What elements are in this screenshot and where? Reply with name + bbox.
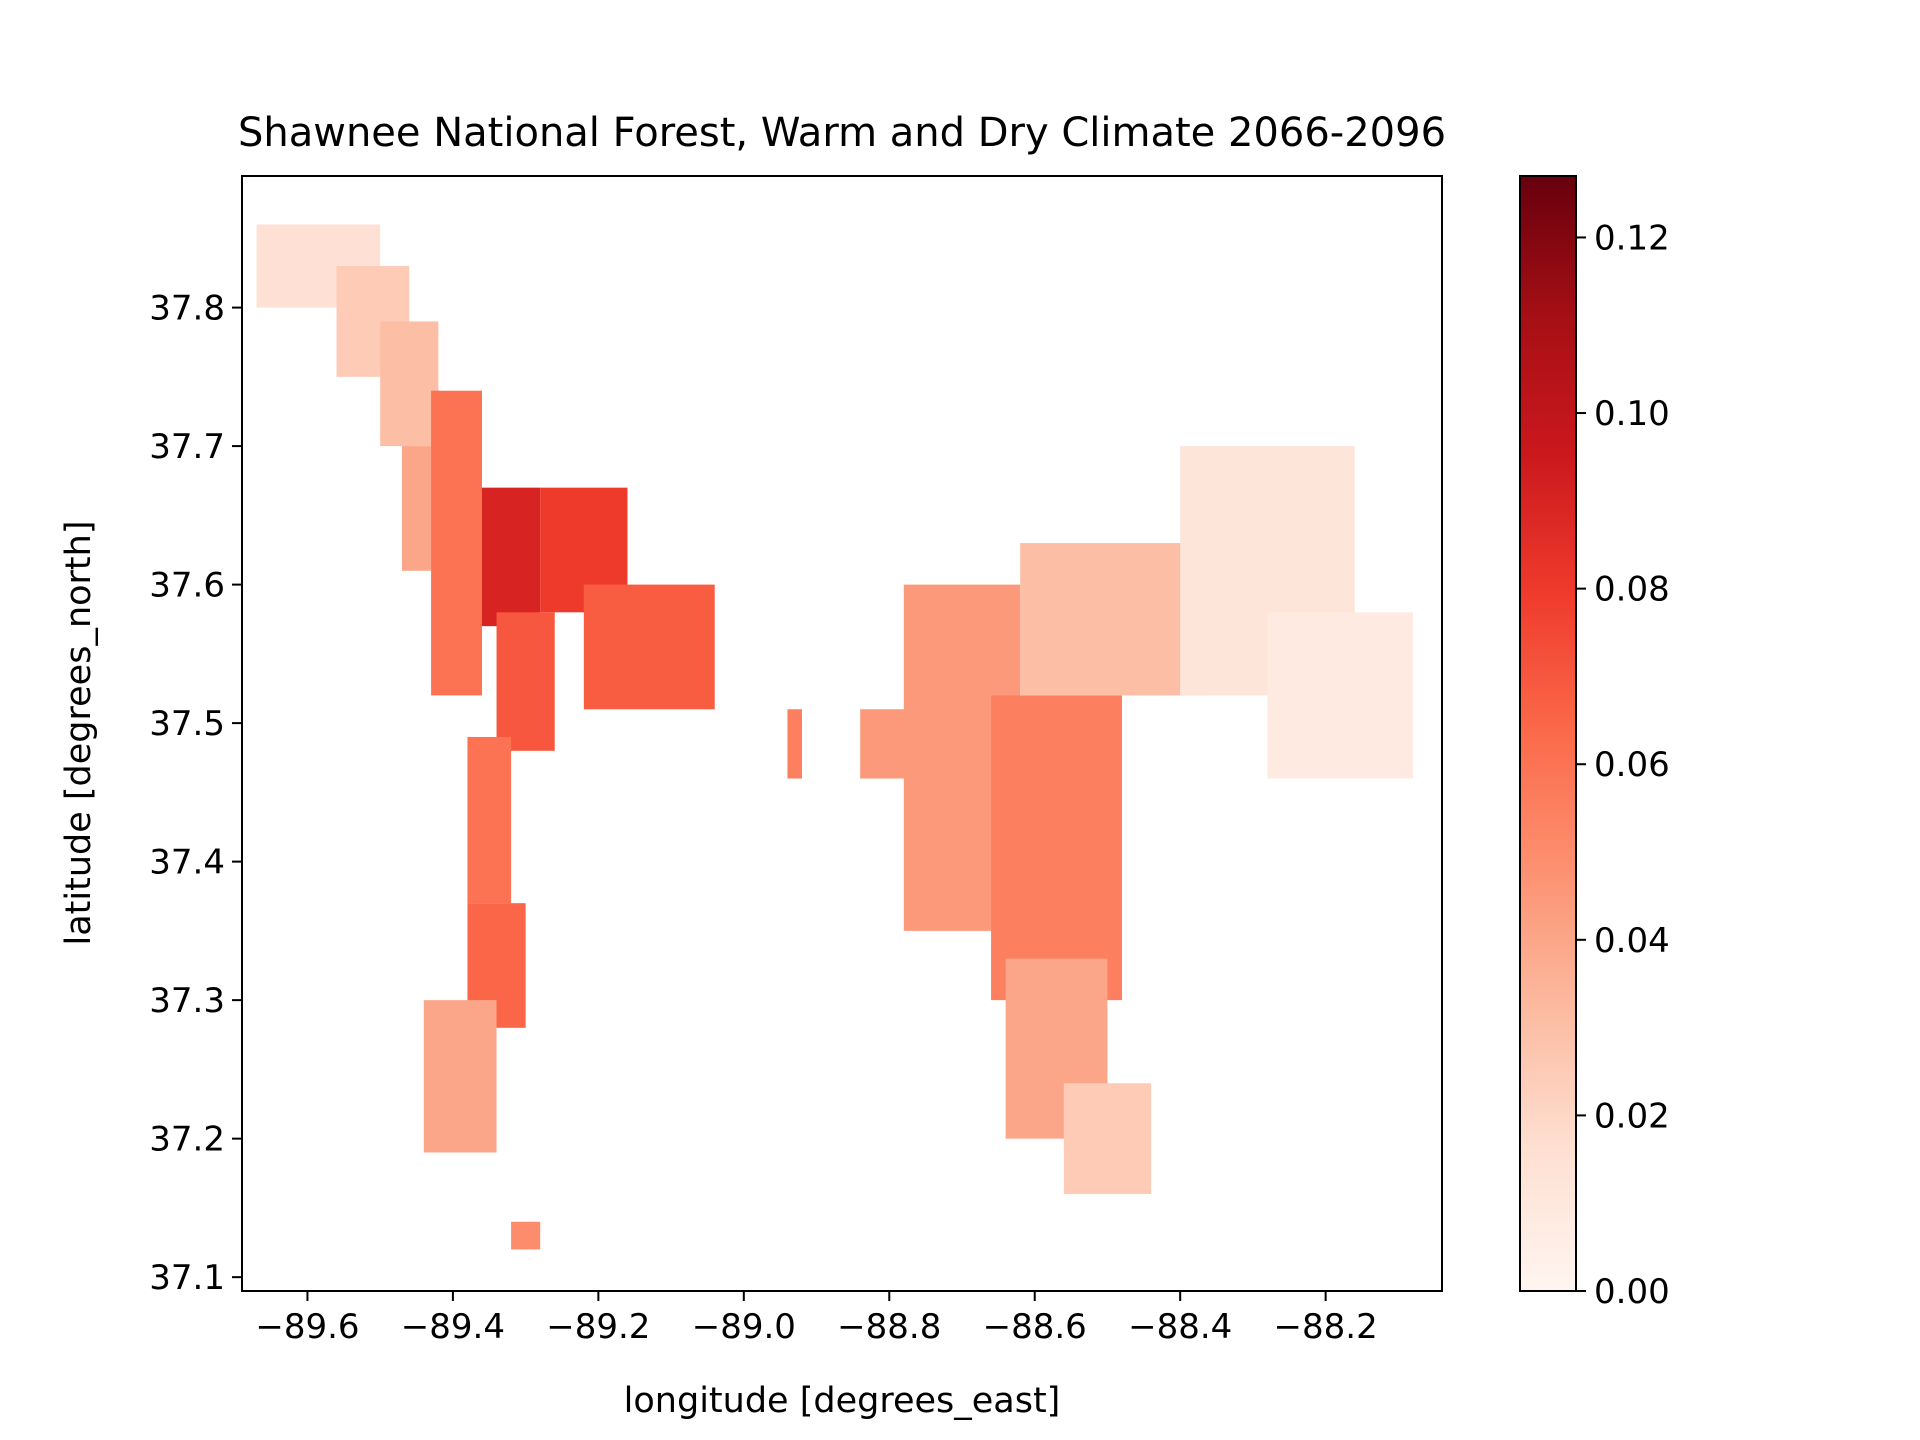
heatmap-region-12 (423, 1000, 497, 1153)
heatmap-regions (256, 224, 1413, 1250)
heatmap-region-19 (1063, 1083, 1152, 1195)
colorbar-tick-label-4: 0.06 (1594, 745, 1670, 785)
y-tick-label-5: 37.5 (149, 704, 225, 744)
x-tick-label-8: −88.2 (1274, 1307, 1378, 1347)
colorbar (1519, 175, 1577, 1292)
y-tick-label-3: 37.3 (149, 981, 225, 1021)
y-axis-ticks: 37.1 37.2 37.3 37.4 37.5 37.6 37.7 37.8 (149, 289, 242, 1298)
colorbar-tick-label-6: 0.10 (1594, 394, 1670, 434)
x-tick-label-5: −88.8 (837, 1307, 941, 1347)
y-tick-label-2: 37.2 (149, 1120, 225, 1160)
heatmap-region-8 (496, 612, 555, 751)
heatmap-region-17 (991, 695, 1122, 1001)
y-tick-label-6: 37.6 (149, 566, 225, 606)
y-axis-label: latitude [degrees_north] (59, 521, 99, 946)
colorbar-tick-label-2: 0.02 (1594, 1096, 1670, 1136)
heatmap-region-5 (431, 390, 482, 696)
heatmap-region-22 (1267, 612, 1413, 779)
colorbar-ticks: 0.00 0.02 0.04 0.06 0.08 0.10 0.12 (1576, 218, 1670, 1312)
heatmap-region-14 (787, 709, 802, 779)
heatmap-region-10 (467, 736, 512, 904)
heatmap-region-20 (1020, 543, 1210, 696)
x-axis-label: longitude [degrees_east] (624, 1381, 1061, 1421)
colorbar-tick-label-5: 0.08 (1594, 570, 1670, 610)
y-tick-label-7: 37.7 (149, 427, 225, 467)
heatmap-region-13 (511, 1221, 541, 1250)
x-tick-label-7: −88.4 (1128, 1307, 1232, 1347)
x-tick-label-1: −89.6 (255, 1307, 359, 1347)
colorbar-tick-label-7: 0.12 (1594, 218, 1670, 258)
y-tick-label-4: 37.4 (149, 843, 225, 883)
x-tick-label-6: −88.6 (983, 1307, 1087, 1347)
x-tick-label-3: −89.2 (546, 1307, 650, 1347)
heatmap-region-9 (583, 584, 715, 710)
x-axis-ticks: −89.6 −89.4 −89.2 −89.0 −88.8 −88.6 −88.4 −88.2 (255, 1291, 1378, 1347)
x-tick-label-2: −89.4 (401, 1307, 505, 1347)
plot-frame (241, 175, 1443, 1292)
y-tick-label-1: 37.1 (149, 1258, 225, 1298)
x-tick-label-4: −89.0 (692, 1307, 796, 1347)
heatmap-region-6 (482, 487, 541, 627)
colorbar-tick-label-3: 0.04 (1594, 921, 1670, 961)
heatmap-region-3 (380, 321, 439, 447)
chart-title: Shawnee National Forest, Warm and Dry Cl… (238, 110, 1446, 156)
y-tick-label-8: 37.8 (149, 289, 225, 329)
colorbar-tick-label-1: 0.00 (1594, 1272, 1670, 1312)
